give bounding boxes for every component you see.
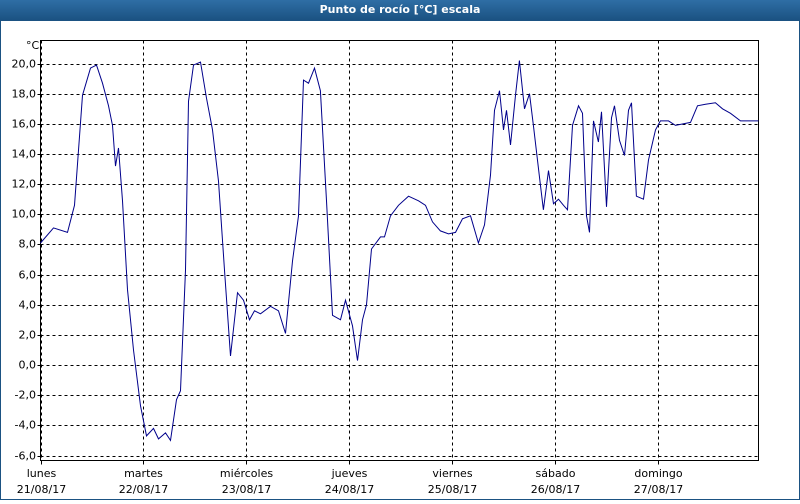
x-tick-date: 23/08/17: [222, 483, 271, 496]
x-tick-date: 24/08/17: [325, 483, 374, 496]
x-tick-date: 21/08/17: [17, 483, 66, 496]
title-bar: [0, 0, 800, 20]
x-tick-label: sábado: [536, 467, 576, 480]
y-tick-label: 0,0: [19, 359, 37, 372]
y-tick-label: 18,0: [12, 88, 37, 101]
y-tick-label: 16,0: [12, 118, 37, 131]
x-tick-label: jueves: [331, 467, 368, 480]
y-tick-label: 8,0: [19, 238, 37, 251]
y-tick-label: 4,0: [19, 299, 37, 312]
window-border: [0, 20, 800, 500]
y-tick-label: 6,0: [19, 269, 37, 282]
x-tick-date: 25/08/17: [428, 483, 477, 496]
y-tick-label: 12,0: [12, 178, 37, 191]
window-title: Punto de rocío [°C] escala: [320, 3, 481, 16]
x-tick-date: 26/08/17: [531, 483, 580, 496]
y-tick-label: -4,0: [15, 419, 36, 432]
x-tick-label: martes: [124, 467, 163, 480]
y-tick-label: 10,0: [12, 208, 37, 221]
x-tick-label: miércoles: [220, 467, 273, 480]
x-tick-label: viernes: [432, 467, 472, 480]
y-unit: °C: [26, 39, 40, 52]
x-tick-date: 27/08/17: [634, 483, 683, 496]
x-tick-date: 22/08/17: [119, 483, 168, 496]
y-tick-label: 2,0: [19, 329, 37, 342]
x-tick-label: domingo: [634, 467, 682, 480]
plot-frame: [40, 40, 759, 461]
y-tick-label: 20,0: [12, 58, 37, 71]
data-line: [40, 60, 759, 442]
x-tick-label: lunes: [27, 467, 57, 480]
y-tick-label: -6,0: [15, 450, 36, 463]
y-tick-label: 14,0: [12, 148, 37, 161]
y-tick-label: -2,0: [15, 389, 36, 402]
